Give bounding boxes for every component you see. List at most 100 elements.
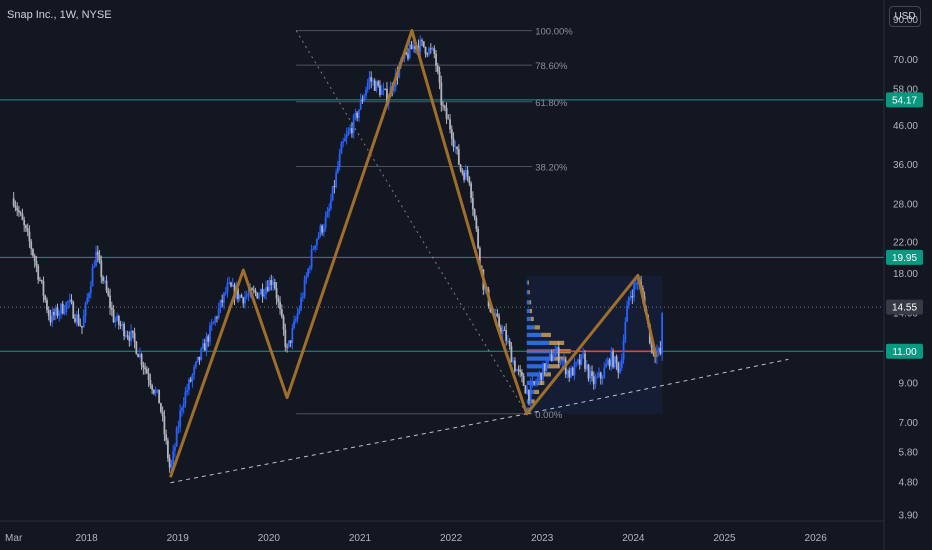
candle-body-166 xyxy=(303,279,306,297)
candle-body-237 xyxy=(428,48,430,55)
time-tick-0: Mar xyxy=(5,533,23,544)
candle-body-327 xyxy=(585,364,588,369)
candle-body-370 xyxy=(661,313,664,354)
volume-bin-down-14 xyxy=(531,399,535,404)
time-tick-6: 2023 xyxy=(531,533,554,544)
candle-body-146 xyxy=(268,280,271,291)
candle-body-195 xyxy=(354,112,357,116)
candle-body-88 xyxy=(166,440,169,459)
candle-body-0 xyxy=(12,198,15,206)
candle-body-203 xyxy=(368,77,371,83)
candle-body-348 xyxy=(622,340,625,360)
candle-body-292 xyxy=(524,385,527,394)
candle-body-364 xyxy=(650,343,653,348)
candle-body-43 xyxy=(88,293,90,298)
candle-body-288 xyxy=(517,369,520,371)
candle-body-320 xyxy=(573,362,576,376)
candle-body-191 xyxy=(347,131,350,135)
candle-body-289 xyxy=(519,369,522,372)
candle-body-341 xyxy=(610,351,613,367)
candle-body-368 xyxy=(657,347,660,352)
candle-body-153 xyxy=(280,309,283,317)
time-tick-8: 2025 xyxy=(713,533,736,544)
candle-body-52 xyxy=(103,280,106,282)
candle-body-246 xyxy=(443,105,446,108)
candle-body-205 xyxy=(372,80,374,82)
candle-body-4 xyxy=(19,212,22,214)
candle-body-96 xyxy=(181,407,183,411)
candle-body-157 xyxy=(287,340,290,347)
candle-body-62 xyxy=(121,323,124,326)
symbol-title[interactable]: Snap Inc., 1W, NYSE xyxy=(7,9,112,21)
fibonacci-retracement[interactable]: 100.00% 78.60% 61.80% 38.20% 0.00% xyxy=(296,27,573,421)
price-tick-4: 36.00 xyxy=(893,160,918,171)
price-tick-1: 70.00 xyxy=(893,55,918,66)
zigzag-pattern[interactable] xyxy=(168,29,658,478)
candle-body-192 xyxy=(349,128,352,132)
candle-body-349 xyxy=(624,322,627,341)
candle-body-206 xyxy=(373,80,376,91)
candle-body-145 xyxy=(266,287,269,291)
price-tags: 54.17 19.95 11.00 14.55 xyxy=(886,92,923,359)
candle-body-112 xyxy=(209,325,211,342)
candle-body-198 xyxy=(359,99,362,110)
candle-body-11 xyxy=(32,249,34,256)
candle-body-325 xyxy=(582,353,585,355)
candle-body-277 xyxy=(498,316,501,328)
candle-body-122 xyxy=(226,283,229,293)
candle-body-180 xyxy=(328,208,331,212)
candle-body-334 xyxy=(598,372,600,377)
candle-body-217 xyxy=(393,87,395,91)
trendlines[interactable] xyxy=(170,30,789,484)
candle-body-14 xyxy=(37,265,40,280)
fib-level-label-1: 78.60% xyxy=(535,61,568,72)
candle-body-244 xyxy=(440,82,443,106)
currency-button[interactable]: USD xyxy=(889,6,921,27)
volume-bin-down-2 xyxy=(529,300,532,305)
candle-body-181 xyxy=(329,200,332,209)
candle-body-101 xyxy=(189,379,192,382)
candle-body-311 xyxy=(557,347,560,363)
candle-body-59 xyxy=(116,315,118,321)
candle-body-179 xyxy=(326,211,329,217)
volume-bin-down-0 xyxy=(528,280,529,285)
candle-body-345 xyxy=(617,363,620,373)
fib-level-label-4: 0.00% xyxy=(535,410,562,421)
time-tick-3: 2020 xyxy=(258,533,281,544)
candle-body-158 xyxy=(289,340,292,344)
candle-body-168 xyxy=(307,268,310,277)
candle-body-76 xyxy=(145,368,148,374)
candle-body-369 xyxy=(659,347,662,354)
candle-body-196 xyxy=(356,112,359,119)
trendline-0 xyxy=(170,413,527,484)
candle-body-173 xyxy=(315,238,318,246)
candle-body-355 xyxy=(634,283,637,285)
candle-body-36 xyxy=(75,314,78,322)
candle-body-32 xyxy=(68,299,71,302)
candle-body-128 xyxy=(237,288,239,299)
candle-body-318 xyxy=(570,368,572,378)
candle-body-25 xyxy=(56,307,59,316)
candle-body-197 xyxy=(358,109,360,119)
candle-body-17 xyxy=(42,281,45,296)
candle-body-111 xyxy=(207,336,210,342)
candle-body-241 xyxy=(435,53,437,66)
volume-bin-down-5 xyxy=(534,325,540,330)
candle-body-224 xyxy=(405,52,408,55)
candle-body-163 xyxy=(298,309,301,314)
candle-body-284 xyxy=(510,345,513,363)
candle-body-170 xyxy=(310,249,313,268)
candle-body-235 xyxy=(424,46,427,54)
candle-body-250 xyxy=(450,129,453,139)
candle-body-226 xyxy=(408,44,411,59)
candle-body-105 xyxy=(196,356,199,362)
candle-body-178 xyxy=(324,216,327,229)
candle-body-344 xyxy=(615,356,618,364)
candle-body-275 xyxy=(494,313,497,317)
candle-body-304 xyxy=(545,361,548,372)
candle-body-314 xyxy=(563,360,565,362)
candle-body-167 xyxy=(305,276,308,280)
candle-body-187 xyxy=(340,143,343,154)
candle-body-40 xyxy=(82,315,85,328)
